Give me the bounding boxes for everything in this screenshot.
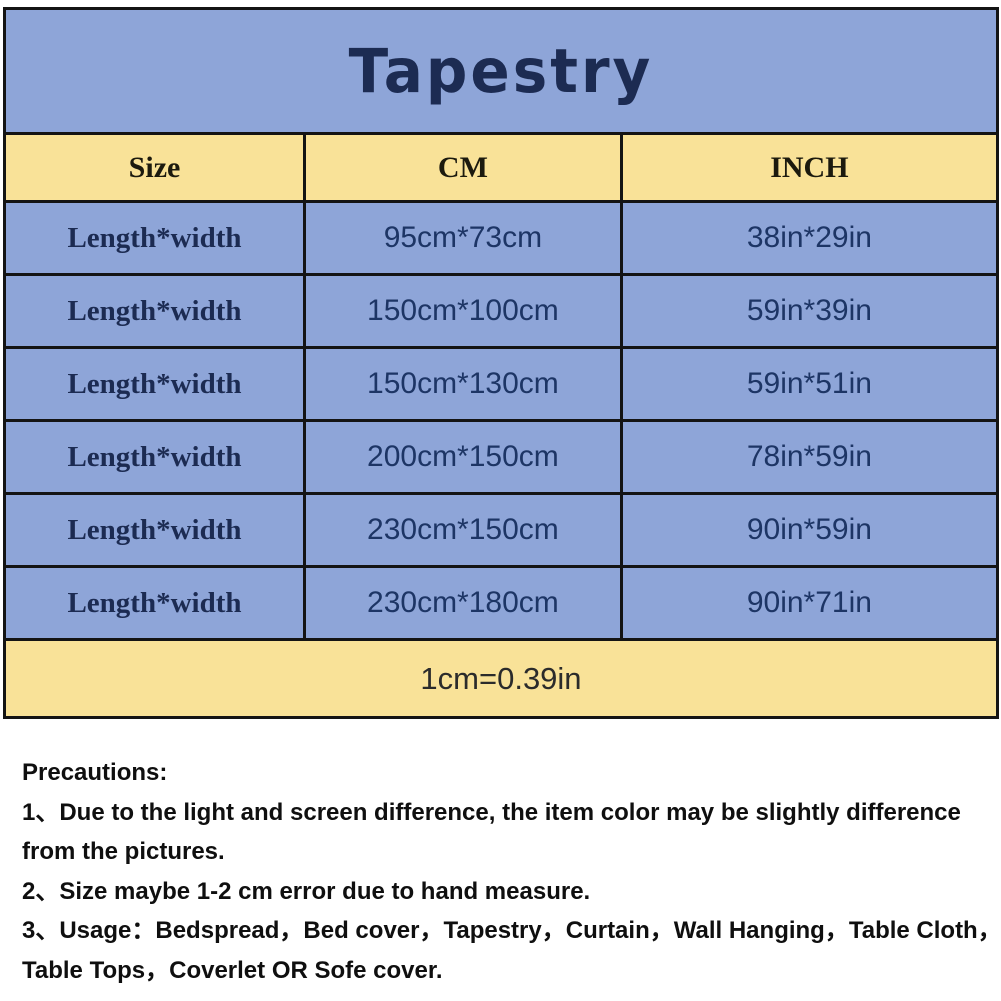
- cm-cell: 230cm*150cm: [303, 495, 620, 565]
- inch-cell: 90in*71in: [619, 568, 996, 638]
- size-cell: Length*width: [67, 440, 242, 473]
- precautions-section: Precautions: 1、Due to the light and scre…: [22, 753, 1001, 990]
- column-header-size: Size: [128, 150, 181, 184]
- table-row: Length*width 95cm*73cm 38in*29in: [6, 200, 996, 273]
- inch-cell: 78in*59in: [619, 422, 996, 492]
- column-header-inch: INCH: [619, 135, 996, 200]
- column-header-cm: CM: [303, 135, 620, 200]
- size-cell: Length*width: [67, 586, 242, 619]
- cm-cell: 200cm*150cm: [303, 422, 620, 492]
- cm-cell: 150cm*100cm: [303, 276, 620, 346]
- table-row: Length*width 150cm*100cm 59in*39in: [6, 273, 996, 346]
- precaution-line: Table Tops，Coverlet OR Sofe cover.: [22, 956, 443, 984]
- precaution-line: 2、Size maybe 1-2 cm error due to hand me…: [22, 877, 591, 905]
- inch-cell: 90in*59in: [619, 495, 996, 565]
- table-row: Length*width 230cm*150cm 90in*59in: [6, 492, 996, 565]
- size-cell: Length*width: [67, 294, 242, 327]
- cm-cell: 230cm*180cm: [303, 568, 620, 638]
- table-row: Length*width 150cm*130cm 59in*51in: [6, 346, 996, 419]
- title-cell: Tapestry: [6, 10, 996, 132]
- size-cell: Length*width: [67, 513, 242, 546]
- table-row: Length*width 200cm*150cm 78in*59in: [6, 419, 996, 492]
- cm-cell: 150cm*130cm: [303, 349, 620, 419]
- conversion-row: 1cm=0.39in: [6, 638, 996, 716]
- size-cell: Length*width: [67, 367, 242, 400]
- cm-cell: 95cm*73cm: [303, 203, 620, 273]
- conversion-note: 1cm=0.39in: [420, 660, 582, 696]
- precautions-heading: Precautions:: [22, 759, 168, 786]
- table-header-row: Size CM INCH: [6, 132, 996, 200]
- table-row: Length*width 230cm*180cm 90in*71in: [6, 565, 996, 638]
- inch-cell: 59in*51in: [619, 349, 996, 419]
- size-cell: Length*width: [67, 221, 242, 254]
- page-title: Tapestry: [348, 35, 654, 107]
- title-banner: Tapestry: [6, 10, 996, 132]
- precaution-line: 1、Due to the light and screen difference…: [22, 798, 961, 826]
- precaution-line: 3、Usage：Bedspread，Bed cover，Tapestry，Cur…: [22, 917, 1001, 944]
- precaution-line: from the pictures.: [22, 838, 225, 865]
- size-chart-table: Tapestry Size CM INCH Length*width 95cm*…: [3, 7, 999, 719]
- inch-cell: 59in*39in: [619, 276, 996, 346]
- inch-cell: 38in*29in: [619, 203, 996, 273]
